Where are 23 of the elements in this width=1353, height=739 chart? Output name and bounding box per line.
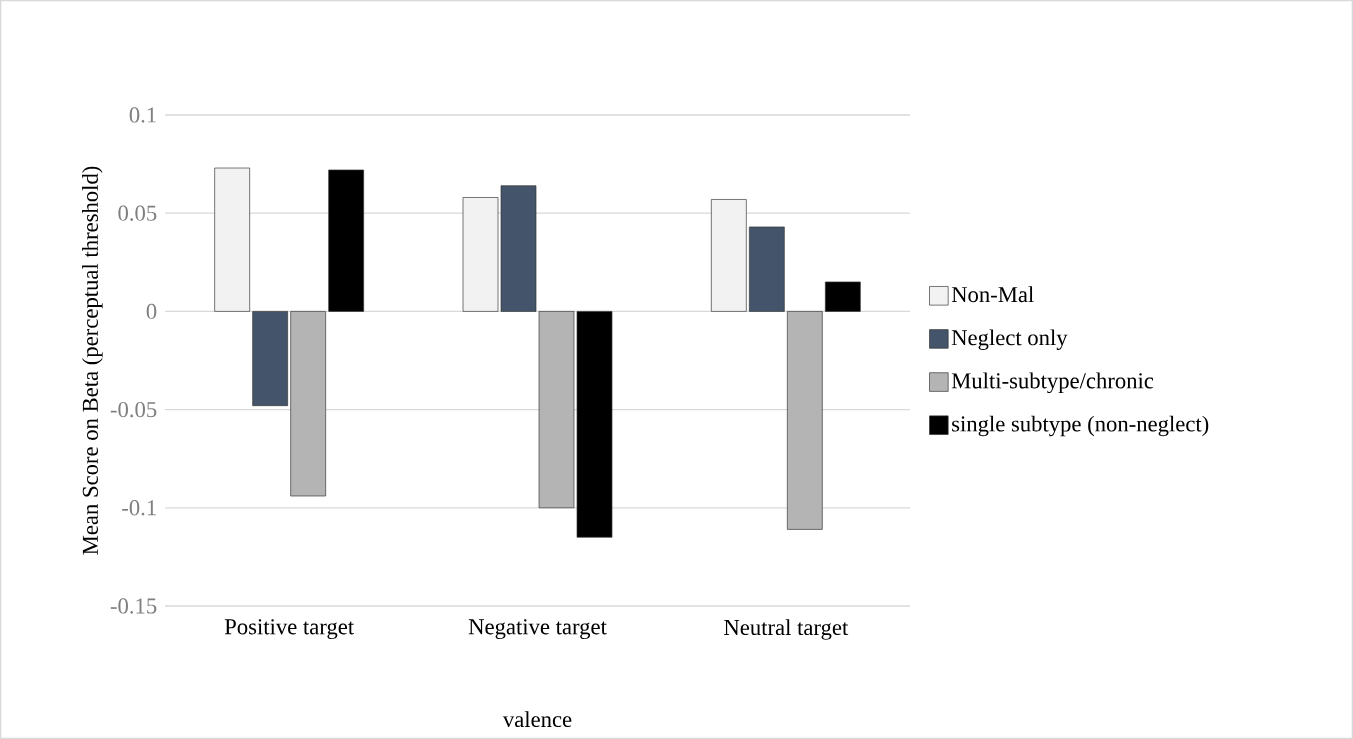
bar [328, 169, 365, 312]
bar [214, 167, 251, 312]
legend-label: Non-Mal [951, 286, 1034, 303]
y-tick-label: -0.15 [110, 598, 157, 614]
x-tick-label: Neutral target [724, 619, 849, 640]
legend-label: single subtype (non-neglect) [952, 415, 1209, 437]
bar [825, 281, 861, 312]
y-tick-label: 0 [146, 303, 157, 320]
x-tick-label: Negative target [468, 619, 607, 640]
bar [252, 311, 289, 407]
bar [710, 199, 747, 312]
x-axis-title: valence [502, 711, 572, 728]
y-tick-label: 0.05 [118, 205, 157, 221]
legend-label: Neglect only [951, 329, 1068, 350]
x-tick-label: Positive target [224, 619, 355, 640]
y-tick-label: 0.1 [129, 107, 156, 123]
y-tick-label: -0.1 [122, 500, 156, 516]
bar [749, 226, 785, 312]
y-axis-title: Mean Score on Beta (perceptual threshold) [82, 166, 103, 555]
bar [787, 311, 823, 530]
bar [290, 311, 327, 497]
legend-label: Multi-subtype/chronic [951, 372, 1154, 394]
y-tick-label: -0.05 [110, 401, 157, 418]
